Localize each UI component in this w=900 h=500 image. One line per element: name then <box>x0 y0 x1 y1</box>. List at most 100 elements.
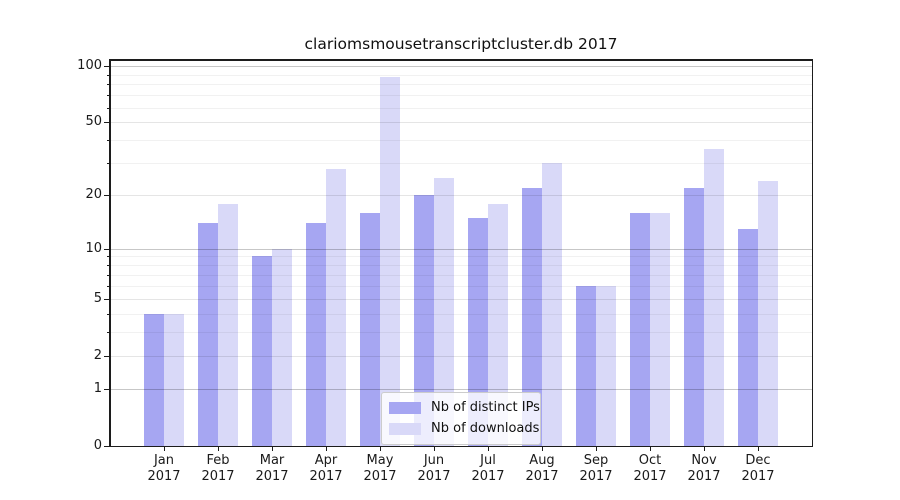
y-minor-tick-30 <box>106 163 110 165</box>
gridline-3 <box>110 331 812 333</box>
bar-nb-of-distinct-ips-mar <box>252 256 272 446</box>
legend-row-nb-of-distinct-ips: Nb of distinct IPs <box>389 397 540 418</box>
gridline-2 <box>110 355 812 357</box>
gridline-70 <box>110 95 812 96</box>
bar-nb-of-distinct-ips-aug <box>522 187 542 446</box>
y-minor-tick-40 <box>106 140 110 142</box>
gridline-60 <box>110 107 812 109</box>
x-tick-label-sep: Sep 2017 <box>566 453 626 485</box>
x-tick-year-apr: 2017 <box>309 469 343 484</box>
gridline-90 <box>110 74 812 76</box>
x-tick-year-aug: 2017 <box>525 469 559 484</box>
bar-nb-of-downloads-nov <box>704 148 724 446</box>
y-tick-label-0: 0 <box>93 438 102 453</box>
gridline-7 <box>110 274 812 276</box>
y-tick-0 <box>104 446 110 448</box>
x-tick-year-oct: 2017 <box>633 469 667 484</box>
x-tick-aug <box>541 446 543 451</box>
x-tick-may <box>379 446 381 451</box>
y-tick-label-2: 2 <box>93 347 102 363</box>
bar-nb-of-distinct-ips-dec <box>738 228 758 446</box>
x-tick-month-feb: Feb <box>206 453 230 468</box>
x-tick-year-feb: 2017 <box>201 469 235 484</box>
gridline-5 <box>110 298 812 300</box>
x-tick-month-aug: Aug <box>529 453 555 468</box>
x-tick-month-apr: Apr <box>314 453 338 468</box>
bar-nb-of-distinct-ips-feb <box>198 223 218 446</box>
x-tick-label-aug: Aug 2017 <box>512 453 572 485</box>
x-tick-month-mar: Mar <box>259 453 285 468</box>
gridline-20 <box>110 195 812 197</box>
y-tick-1 <box>104 388 110 391</box>
y-tick-5 <box>104 298 110 300</box>
y-tick-10 <box>104 248 110 250</box>
x-tick-year-jan: 2017 <box>147 469 181 484</box>
gridline-80 <box>110 84 812 86</box>
gridline-50 <box>110 122 812 124</box>
x-tick-month-jan: Jan <box>153 453 175 468</box>
y-minor-tick-90 <box>106 74 110 76</box>
bar-nb-of-downloads-aug <box>542 163 562 446</box>
x-tick-sep <box>595 446 597 451</box>
y-tick-label-1: 1 <box>93 380 102 396</box>
spine-top <box>109 59 813 61</box>
x-tick-apr <box>325 446 327 451</box>
bar-nb-of-distinct-ips-may <box>360 212 380 446</box>
bar-nb-of-distinct-ips-jun <box>414 195 434 446</box>
y-tick-label-20: 20 <box>85 187 102 203</box>
y-tick-20 <box>104 195 110 197</box>
x-tick-label-feb: Feb 2017 <box>188 453 248 485</box>
x-tick-year-may: 2017 <box>363 469 397 484</box>
x-tick-jan <box>163 446 165 451</box>
x-tick-jun <box>433 446 435 451</box>
x-tick-year-jul: 2017 <box>471 469 505 484</box>
gridline-30 <box>110 163 812 165</box>
bar-nb-of-downloads-jul <box>488 203 508 446</box>
bar-nb-of-distinct-ips-oct <box>630 212 650 446</box>
grid-layer <box>110 60 812 446</box>
y-minor-tick-80 <box>106 84 110 86</box>
bars-layer <box>110 60 812 446</box>
y-minor-tick-4 <box>106 313 110 315</box>
y-tick-2 <box>104 355 110 357</box>
x-tick-label-oct: Oct 2017 <box>620 453 680 485</box>
bar-nb-of-downloads-oct <box>650 212 670 446</box>
legend-label-nb-of-downloads: Nb of downloads <box>431 421 540 436</box>
x-tick-month-dec: Dec <box>745 453 771 468</box>
legend: Nb of distinct IPs Nb of downloads <box>381 392 541 445</box>
bar-nb-of-downloads-jan <box>164 313 184 446</box>
bar-nb-of-downloads-dec <box>758 181 778 446</box>
x-tick-jul <box>487 446 489 451</box>
bar-nb-of-downloads-jun <box>434 177 454 446</box>
x-tick-nov <box>703 446 705 451</box>
x-tick-mar <box>271 446 273 451</box>
x-tick-oct <box>649 446 651 451</box>
y-tick-label-10: 10 <box>85 240 102 256</box>
x-tick-label-nov: Nov 2017 <box>674 453 734 485</box>
legend-swatch-nb-of-downloads <box>389 422 421 435</box>
y-tick-50 <box>104 122 110 124</box>
x-tick-label-jun: Jun 2017 <box>404 453 464 485</box>
x-tick-month-nov: Nov <box>691 453 717 468</box>
y-minor-tick-70 <box>106 95 110 96</box>
gridline-6 <box>110 285 812 287</box>
bar-nb-of-distinct-ips-sep <box>576 285 596 446</box>
x-tick-label-apr: Apr 2017 <box>296 453 356 485</box>
y-tick-label-5: 5 <box>93 290 102 306</box>
x-tick-label-jan: Jan 2017 <box>134 453 194 485</box>
legend-label-nb-of-distinct-ips: Nb of distinct IPs <box>431 400 540 415</box>
x-tick-month-may: May <box>366 453 394 468</box>
y-tick-100 <box>104 66 110 68</box>
x-tick-year-nov: 2017 <box>687 469 721 484</box>
spine-right <box>811 59 813 447</box>
bar-nb-of-distinct-ips-jul <box>468 217 488 446</box>
x-tick-month-jun: Jun <box>423 453 445 468</box>
y-minor-tick-60 <box>106 107 110 109</box>
spine-left <box>109 59 111 447</box>
x-tick-month-jul: Jul <box>480 453 496 468</box>
legend-swatch-nb-of-distinct-ips <box>389 401 421 414</box>
gridline-10 <box>110 248 812 250</box>
x-tick-label-jul: Jul 2017 <box>458 453 518 485</box>
y-minor-tick-8 <box>106 265 110 267</box>
